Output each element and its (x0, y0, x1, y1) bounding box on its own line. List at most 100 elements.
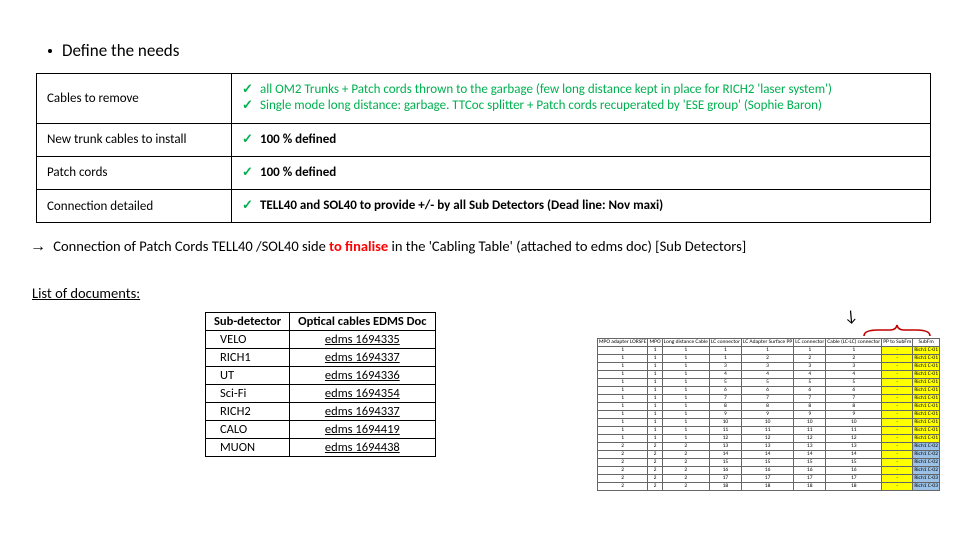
preview-cell: - (882, 347, 913, 355)
preview-cell: 16 (709, 467, 741, 475)
docs-subdetector-cell: Sci-Fi (206, 385, 290, 403)
preview-cell: 2 (597, 459, 648, 467)
preview-cell: 1 (597, 363, 648, 371)
preview-cell: 2 (826, 355, 882, 363)
preview-cell: 1 (597, 411, 648, 419)
preview-cell: 11 (794, 427, 826, 435)
preview-cell: 18 (794, 483, 826, 491)
preview-cell: - (882, 363, 913, 371)
docs-link-cell[interactable]: edms 1694337 (290, 349, 435, 367)
preview-cell: - (882, 379, 913, 387)
preview-cell: Rich1 C-01 (913, 435, 940, 443)
preview-header-cell: SubFm (913, 339, 940, 347)
docs-table: Sub-detectorOptical cables EDMS Doc VELO… (205, 312, 436, 457)
preview-cell: - (882, 443, 913, 451)
preview-cell: - (882, 403, 913, 411)
preview-cell: 17 (826, 475, 882, 483)
preview-cell: 2 (648, 459, 662, 467)
preview-cell: 12 (741, 435, 793, 443)
docs-link-cell[interactable]: edms 1694438 (290, 439, 435, 457)
preview-cell: 1 (662, 427, 709, 435)
preview-cell: 1 (741, 347, 793, 355)
preview-cell: 9 (826, 411, 882, 419)
preview-cell: 17 (794, 475, 826, 483)
preview-cell: 7 (741, 395, 793, 403)
docs-header-cell: Optical cables EDMS Doc (290, 313, 435, 331)
preview-cell: 4 (794, 371, 826, 379)
preview-cell: 6 (709, 387, 741, 395)
preview-cell: 1 (597, 395, 648, 403)
preview-cell: 5 (794, 379, 826, 387)
preview-cell: 2 (662, 483, 709, 491)
preview-cell: 1 (597, 355, 648, 363)
preview-header-cell: LC connector (794, 339, 826, 347)
preview-cell: 8 (826, 403, 882, 411)
preview-cell: 1 (662, 363, 709, 371)
preview-cell: 1 (794, 347, 826, 355)
preview-header-cell: LC Adapter Surface PP (741, 339, 793, 347)
needs-row-label: Connection detailed (37, 190, 232, 223)
preview-cell: 1 (662, 403, 709, 411)
preview-cell: 11 (709, 427, 741, 435)
docs-header-cell: Sub-detector (206, 313, 290, 331)
docs-subdetector-cell: CALO (206, 421, 290, 439)
preview-cell: 1 (648, 355, 662, 363)
connection-note-suffix: in the 'Cabling Table' (attached to edms… (388, 237, 746, 255)
preview-cell: Rich1 C-02 (913, 443, 940, 451)
preview-cell: 2 (597, 475, 648, 483)
preview-cell: 5 (709, 379, 741, 387)
preview-cell: Rich1 C-01 (913, 355, 940, 363)
preview-cell: 1 (648, 419, 662, 427)
preview-cell: Rich1 C-02 (913, 467, 940, 475)
preview-cell: Rich1 C-02 (913, 459, 940, 467)
docs-link-cell[interactable]: edms 1694354 (290, 385, 435, 403)
needs-table: Cables to removeall OM2 Trunks + Patch c… (36, 73, 931, 223)
preview-cell: 10 (826, 419, 882, 427)
docs-link-cell[interactable]: edms 1694419 (290, 421, 435, 439)
docs-link-cell[interactable]: edms 1694335 (290, 331, 435, 349)
preview-cell: - (882, 475, 913, 483)
preview-cell: 1 (662, 435, 709, 443)
preview-cell: Rich1 C-01 (913, 403, 940, 411)
preview-cell: Rich1 C-03 (913, 483, 940, 491)
preview-cell: 6 (741, 387, 793, 395)
docs-subdetector-cell: RICH1 (206, 349, 290, 367)
preview-cell: - (882, 419, 913, 427)
docs-link-cell[interactable]: edms 1694336 (290, 367, 435, 385)
preview-cell: - (882, 427, 913, 435)
preview-cell: 9 (709, 411, 741, 419)
needs-row-items: 100 % defined (232, 156, 931, 189)
preview-header-cell: MPO adapter LORSFE (597, 339, 648, 347)
preview-cell: 15 (794, 459, 826, 467)
connection-note: → Connection of Patch Cords TELL40 /SOL4… (30, 237, 930, 256)
docs-subdetector-cell: RICH2 (206, 403, 290, 421)
preview-cell: 13 (826, 443, 882, 451)
preview-cell: 3 (741, 363, 793, 371)
preview-cell: 16 (741, 467, 793, 475)
preview-cell: - (882, 483, 913, 491)
preview-cell: 2 (741, 355, 793, 363)
preview-cell: - (882, 451, 913, 459)
preview-cell: 9 (794, 411, 826, 419)
preview-cell: 17 (709, 475, 741, 483)
preview-cell: 3 (826, 363, 882, 371)
preview-cell: - (882, 387, 913, 395)
preview-cell: Rich1 C-01 (913, 419, 940, 427)
preview-cell: 2 (597, 467, 648, 475)
preview-cell: 14 (794, 451, 826, 459)
preview-cell: 9 (741, 411, 793, 419)
preview-cell: 15 (826, 459, 882, 467)
preview-cell: 2 (648, 467, 662, 475)
preview-cell: 1 (648, 435, 662, 443)
preview-cell: - (882, 459, 913, 467)
preview-cell: 1 (648, 427, 662, 435)
preview-cell: 4 (709, 371, 741, 379)
preview-cell: 7 (794, 395, 826, 403)
docs-link-cell[interactable]: edms 1694337 (290, 403, 435, 421)
preview-cell: 15 (709, 459, 741, 467)
preview-cell: 14 (741, 451, 793, 459)
preview-cell: 10 (709, 419, 741, 427)
preview-cell: 1 (597, 435, 648, 443)
needs-row-items: all OM2 Trunks + Patch cords thrown to t… (232, 74, 931, 124)
preview-cell: - (882, 411, 913, 419)
